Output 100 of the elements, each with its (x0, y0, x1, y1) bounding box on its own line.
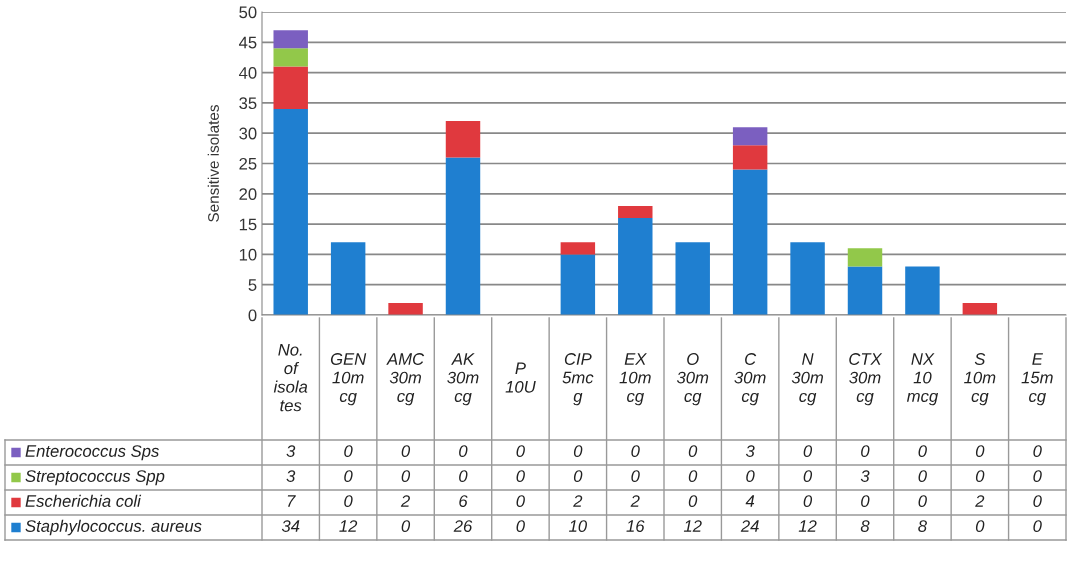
y-tick-label: 45 (238, 36, 257, 49)
data-label: 4 (745, 495, 755, 507)
bar (560, 242, 596, 255)
bar (790, 242, 825, 315)
data-label: 16 (626, 520, 645, 532)
legend-label: Staphylococcus. aureus (25, 519, 202, 536)
x-tick-label: E 15m cg (1021, 353, 1053, 406)
legend-label: Escherichia coli (25, 494, 142, 507)
data-label: 0 (1033, 495, 1042, 507)
x-tick-label: CTX 30m cg (849, 353, 883, 406)
bar (618, 218, 653, 315)
data-label: 7 (287, 495, 296, 507)
y-axis-title: Sensitive isolates (207, 105, 219, 222)
data-label: 0 (344, 495, 353, 507)
legend-label: Enterococcus Sps (25, 445, 159, 461)
y-tick-label: 25 (239, 157, 257, 170)
y-tick-label: 30 (239, 127, 257, 140)
x-tick-label: EX 10m cg (619, 353, 651, 406)
data-label: 12 (798, 520, 817, 532)
data-label: 0 (1033, 520, 1042, 532)
data-label: 3 (286, 445, 296, 457)
data-label: 0 (573, 470, 583, 482)
data-label: 0 (516, 470, 525, 482)
data-label: 0 (401, 445, 411, 457)
data-label: 0 (803, 445, 813, 457)
bar (732, 169, 768, 315)
data-label: 0 (516, 520, 525, 532)
bar (560, 254, 596, 315)
x-tick-label: CIP 5mc g (562, 353, 594, 406)
bar (273, 108, 308, 315)
data-label: 3 (745, 445, 755, 457)
data-label: 0 (401, 520, 411, 532)
data-label: 8 (918, 520, 927, 532)
x-tick-label: NX 10 mcg (906, 353, 939, 406)
legend-label: Streptococcus Spp (25, 470, 165, 486)
data-label: 0 (803, 470, 813, 482)
bar (675, 242, 710, 315)
data-label: 0 (918, 495, 927, 507)
data-label: 0 (401, 470, 411, 482)
data-label: 0 (861, 445, 870, 457)
data-label: 2 (975, 495, 985, 507)
y-tick-label: 40 (238, 67, 257, 79)
y-tick-label: 20 (239, 188, 257, 200)
y-tick-label: 5 (248, 279, 257, 291)
x-tick-label: O 30m cg (676, 353, 709, 406)
y-tick-label: 35 (239, 97, 257, 110)
data-label: 12 (339, 520, 358, 532)
x-tick-label: GEN 10m cg (330, 353, 367, 406)
bar (273, 48, 308, 67)
bar (273, 66, 308, 109)
data-label: 3 (286, 470, 296, 482)
data-label: 10 (569, 520, 587, 532)
bar (445, 157, 481, 315)
data-label: 3 (860, 470, 870, 482)
data-label: 0 (573, 445, 583, 457)
data-label: 0 (975, 470, 985, 482)
data-label: 24 (740, 520, 759, 532)
x-tick-label: AMC 30m cg (386, 353, 425, 406)
data-label: 0 (459, 445, 468, 457)
data-label: 12 (683, 520, 702, 532)
bar (618, 205, 653, 219)
bar (905, 266, 940, 315)
data-label: 8 (860, 520, 870, 532)
bar (388, 302, 423, 315)
bar (732, 145, 768, 170)
data-label: 0 (344, 470, 353, 482)
y-tick-label: 0 (248, 309, 257, 322)
y-tick-label: 15 (239, 218, 257, 231)
bar (273, 30, 308, 49)
bar (445, 121, 481, 158)
data-label: 2 (400, 495, 410, 507)
bar (847, 248, 883, 267)
x-tick-label: P 10U (505, 362, 536, 393)
data-label: 0 (803, 495, 813, 507)
data-label: 0 (975, 520, 985, 532)
bar (732, 127, 768, 146)
bar (847, 266, 883, 315)
bar (330, 242, 366, 315)
data-label: 0 (344, 445, 353, 457)
data-label: 0 (688, 445, 698, 457)
data-label: 0 (918, 445, 927, 457)
x-tick-label: C 30m cg (734, 353, 766, 406)
data-label: 0 (631, 470, 640, 482)
data-label: 0 (688, 470, 698, 482)
data-label: 2 (630, 495, 640, 507)
data-label: 0 (516, 445, 525, 457)
x-tick-label: AK 30m cg (447, 353, 479, 406)
data-label: 0 (746, 470, 755, 482)
data-label: 0 (631, 445, 640, 457)
data-label: 0 (516, 495, 525, 507)
data-label: 6 (459, 495, 468, 507)
data-label: 0 (975, 445, 985, 457)
x-tick-label: N 30m cg (791, 353, 824, 406)
x-tick-label: S 10m cg (964, 353, 996, 406)
x-tick-label: No. of isola tes (273, 344, 308, 412)
data-label: 34 (281, 520, 300, 532)
data-label: 0 (459, 470, 468, 482)
data-label: 26 (453, 520, 473, 532)
data-label: 2 (573, 495, 583, 507)
data-label: 0 (861, 495, 870, 507)
